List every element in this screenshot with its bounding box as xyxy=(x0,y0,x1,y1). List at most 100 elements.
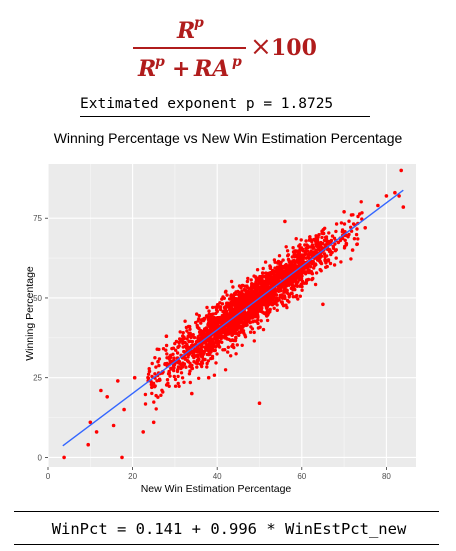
data-point xyxy=(215,352,219,356)
data-point xyxy=(195,323,199,328)
data-point xyxy=(210,354,215,359)
data-point xyxy=(300,288,304,292)
data-point xyxy=(313,237,317,242)
data-point xyxy=(236,316,240,320)
data-point xyxy=(303,270,307,274)
data-point xyxy=(202,331,206,336)
data-point xyxy=(240,343,244,347)
data-point xyxy=(216,336,220,340)
regression-top-rule xyxy=(14,511,439,512)
data-point xyxy=(158,378,162,382)
data-point xyxy=(195,365,199,369)
data-point xyxy=(205,365,209,369)
data-point xyxy=(333,249,338,253)
data-point xyxy=(188,361,192,365)
data-point xyxy=(207,338,211,343)
data-point xyxy=(265,299,269,304)
data-point xyxy=(150,391,154,396)
data-point xyxy=(305,243,309,247)
data-point xyxy=(164,334,169,338)
data-point xyxy=(182,336,186,341)
data-point xyxy=(218,307,223,312)
formula-hundred: 100 xyxy=(271,35,317,61)
data-point xyxy=(143,392,148,397)
data-point xyxy=(243,310,247,314)
data-point xyxy=(204,314,209,318)
data-point xyxy=(176,381,180,386)
data-point xyxy=(347,219,351,223)
data-point xyxy=(363,226,368,230)
data-point xyxy=(190,334,194,338)
data-point xyxy=(249,325,253,329)
data-point xyxy=(216,339,221,343)
data-point xyxy=(305,266,309,270)
data-point xyxy=(207,351,212,356)
data-point xyxy=(206,323,210,327)
data-point xyxy=(200,349,204,353)
data-point xyxy=(299,255,304,259)
data-point xyxy=(229,354,233,358)
data-point xyxy=(310,277,314,282)
data-point xyxy=(220,302,225,306)
data-point xyxy=(154,393,158,398)
data-point xyxy=(302,260,306,264)
data-point xyxy=(351,213,355,217)
data-point xyxy=(230,333,234,337)
data-point xyxy=(163,362,167,367)
data-point xyxy=(393,190,397,195)
data-point xyxy=(285,279,289,284)
data-point xyxy=(256,315,260,319)
data-point xyxy=(235,326,239,330)
data-point xyxy=(167,384,171,388)
data-point xyxy=(246,276,250,281)
data-point xyxy=(283,273,287,277)
data-point xyxy=(194,320,198,325)
data-point xyxy=(206,359,210,363)
data-point xyxy=(302,267,306,271)
data-point xyxy=(327,248,332,252)
data-point xyxy=(196,326,201,330)
data-point xyxy=(234,352,238,356)
data-point xyxy=(155,379,159,383)
data-point xyxy=(317,233,321,237)
data-point xyxy=(186,324,191,329)
data-point xyxy=(305,278,309,282)
data-point xyxy=(176,365,181,369)
data-point xyxy=(206,375,211,380)
data-point xyxy=(291,295,295,299)
data-point xyxy=(176,374,180,379)
x-axis-title: New Win Estimation Percentage xyxy=(141,483,292,495)
data-point xyxy=(336,240,341,245)
data-point xyxy=(251,320,255,324)
data-point xyxy=(313,282,318,287)
data-point xyxy=(165,352,169,356)
data-point xyxy=(290,281,294,285)
data-point xyxy=(267,295,271,299)
data-point xyxy=(146,372,151,376)
data-point xyxy=(210,317,214,322)
formula-den-r-exp: p xyxy=(155,54,165,70)
data-point xyxy=(339,260,343,264)
data-point xyxy=(216,317,220,321)
data-point xyxy=(252,339,256,343)
data-point xyxy=(298,294,302,298)
data-point xyxy=(194,340,199,344)
data-point xyxy=(168,374,172,378)
data-point xyxy=(275,297,279,302)
data-point xyxy=(188,339,192,343)
data-point xyxy=(397,194,401,198)
data-point xyxy=(258,274,262,279)
data-point xyxy=(207,309,211,313)
data-point xyxy=(323,258,327,262)
data-point xyxy=(209,345,213,349)
data-point xyxy=(290,291,294,296)
data-point xyxy=(280,296,285,300)
data-point xyxy=(173,384,178,388)
data-point xyxy=(165,378,170,382)
data-point xyxy=(258,285,262,289)
data-point xyxy=(152,400,156,404)
data-point xyxy=(308,270,313,275)
data-point xyxy=(259,319,263,323)
data-point xyxy=(265,307,269,311)
data-point xyxy=(298,284,302,288)
